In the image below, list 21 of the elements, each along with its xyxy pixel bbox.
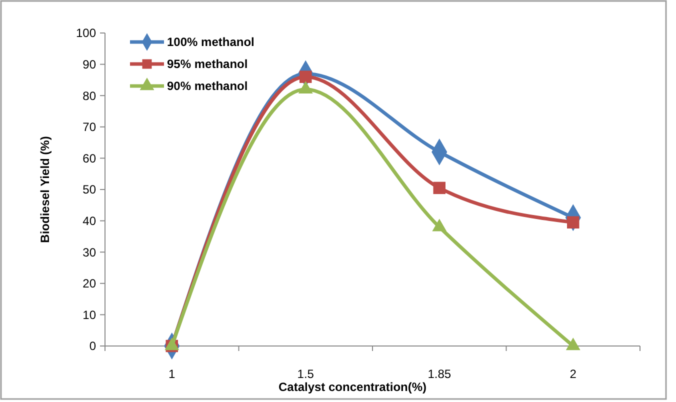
- x-tick-label: 1.5: [297, 367, 314, 381]
- x-tick-label: 1: [168, 367, 176, 381]
- y-tick-label: 40: [82, 214, 96, 228]
- legend-label: 100% methanol: [167, 35, 254, 50]
- y-tick-label: 90: [82, 58, 96, 72]
- legend-label: 95% methanol: [167, 57, 248, 72]
- y-tick-label: 70: [82, 120, 96, 134]
- x-tick-label: 2: [570, 367, 577, 381]
- y-tick-label: 0: [89, 339, 96, 354]
- x-axis-title: Catalyst concentration(%): [278, 380, 427, 394]
- point: [433, 182, 446, 194]
- legend-label: 90% methanol: [167, 79, 248, 94]
- y-tick-label: 50: [82, 182, 96, 197]
- y-tick-label: 20: [82, 276, 96, 291]
- x-tick-label: 1.85: [428, 367, 452, 381]
- y-tick-label: 80: [82, 88, 96, 103]
- y-tick-label: 30: [82, 245, 96, 260]
- y-tick-label: 60: [82, 151, 96, 166]
- y-tick-label: 10: [82, 308, 96, 322]
- y-axis-title: Biodiesel Yield (%): [38, 136, 52, 243]
- y-tick-label: 100: [76, 26, 96, 40]
